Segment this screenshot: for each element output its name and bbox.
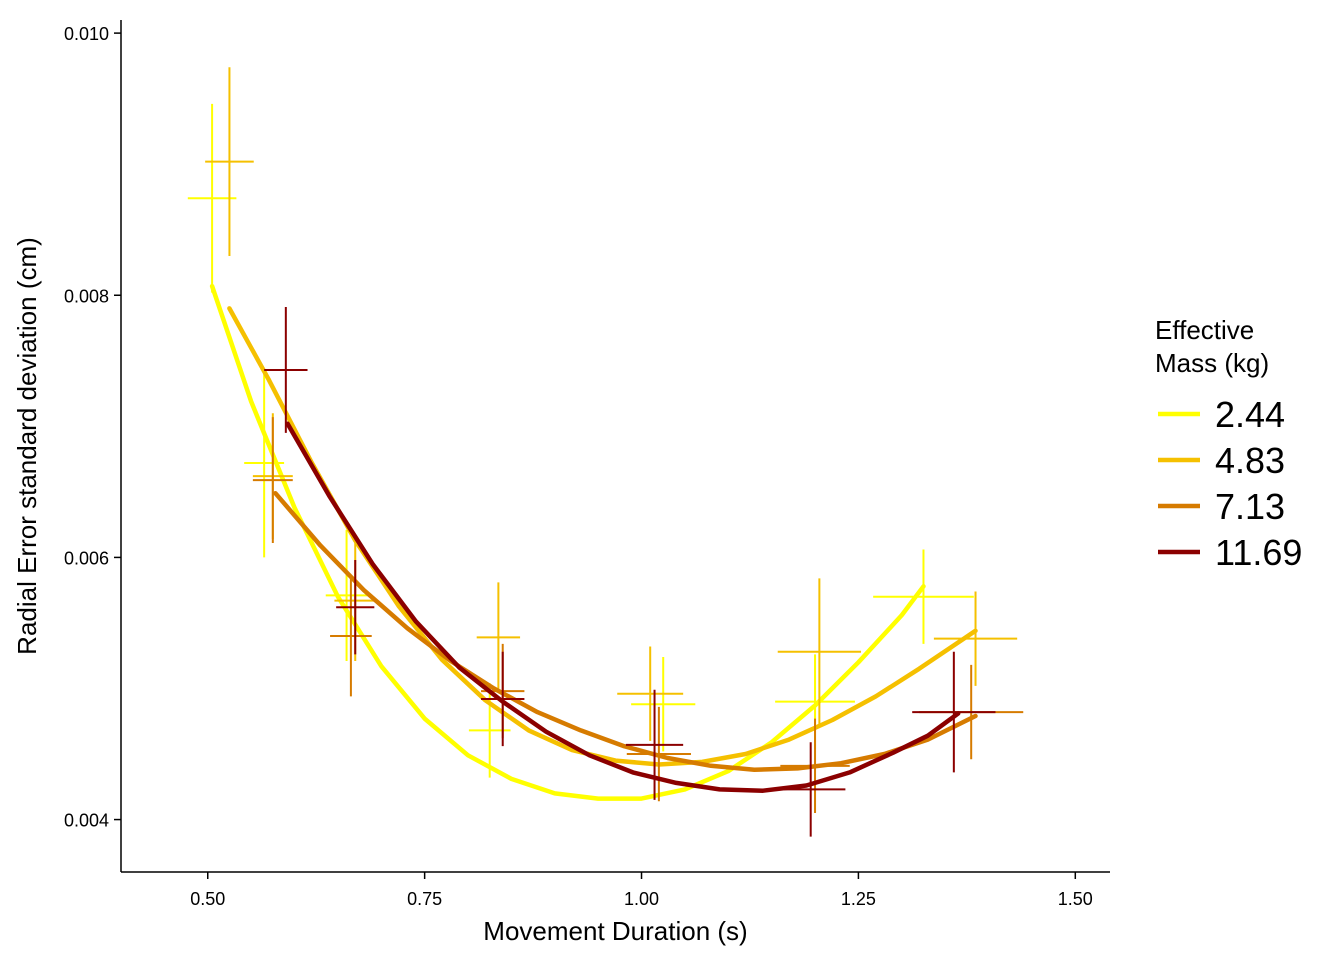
x-tick-label: 1.50 xyxy=(1058,889,1093,909)
series-7-13 xyxy=(252,417,1024,814)
y-axis: 0.004 0.006 0.008 0.010 xyxy=(64,20,122,872)
x-axis: 0.50 0.75 1.00 1.25 1.50 xyxy=(121,871,1110,909)
legend-items: 2.44 4.83 7.13 11.69 xyxy=(1158,394,1302,573)
x-tick-label: 1.25 xyxy=(841,889,876,909)
y-axis-title: Radial Error standard deviation (cm) xyxy=(12,237,42,655)
y-tick-label: 0.010 xyxy=(64,24,109,44)
legend: Effective Mass (kg) 2.44 4.83 7.13 11.69 xyxy=(1155,315,1302,573)
legend-label: 11.69 xyxy=(1215,532,1302,573)
y-tick-label: 0.008 xyxy=(64,286,109,306)
plot-area xyxy=(187,67,1024,837)
legend-title-line-2: Mass (kg) xyxy=(1155,348,1269,378)
fit-curve xyxy=(285,421,961,793)
fit-curve xyxy=(209,283,926,801)
legend-title-line-1: Effective xyxy=(1155,315,1254,345)
fit-curve xyxy=(273,490,978,773)
series-4-83 xyxy=(205,67,1018,767)
x-tick-label: 1.00 xyxy=(624,889,659,909)
y-tick-label: 0.006 xyxy=(64,548,109,568)
x-axis-title: Movement Duration (s) xyxy=(483,916,747,946)
fit-curve xyxy=(227,306,978,767)
x-tick-label: 0.50 xyxy=(190,889,225,909)
legend-label: 4.83 xyxy=(1215,440,1285,481)
legend-label: 2.44 xyxy=(1215,394,1285,435)
y-tick-label: 0.004 xyxy=(64,811,109,831)
legend-label: 7.13 xyxy=(1215,486,1285,527)
x-tick-label: 0.75 xyxy=(407,889,442,909)
series-11-69 xyxy=(264,307,996,837)
